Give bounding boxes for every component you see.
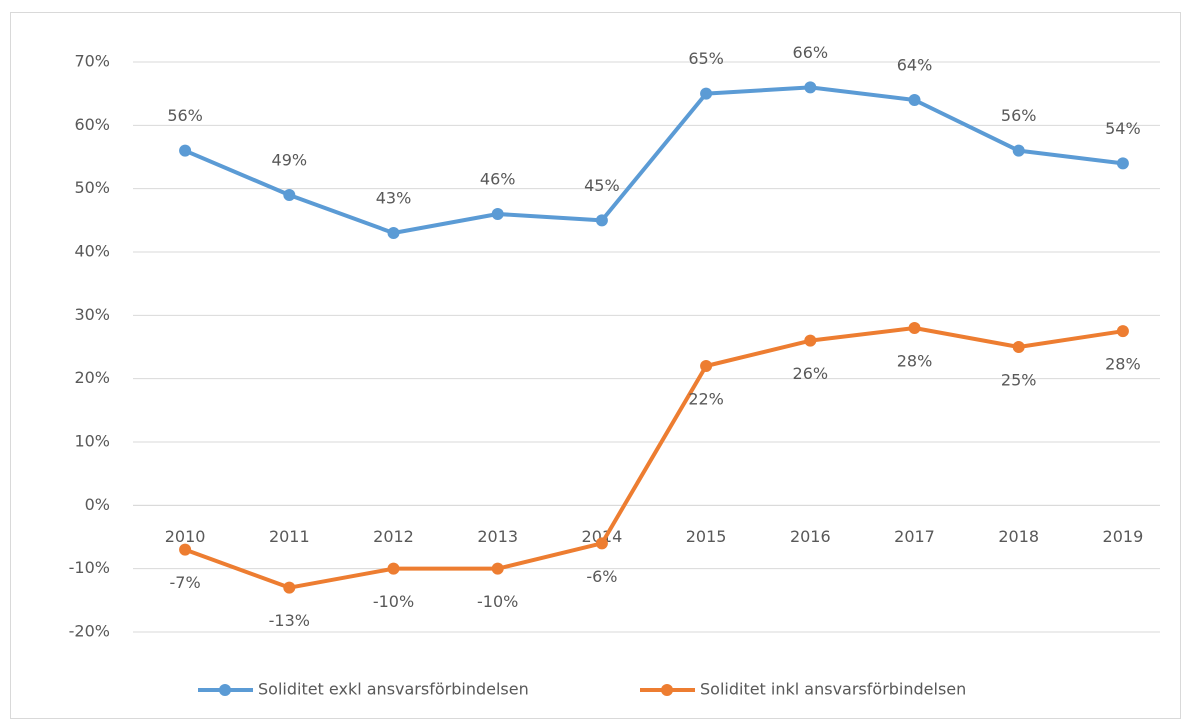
- series-line: [184, 85, 1124, 235]
- x-tick-label: 2014: [582, 527, 623, 546]
- chart-border: [10, 12, 1181, 719]
- data-point: [1116, 325, 1129, 338]
- data-point: [804, 81, 817, 94]
- x-tick-label: 2010: [165, 527, 206, 546]
- data-label: -7%: [170, 573, 201, 592]
- data-point: [908, 322, 921, 334]
- series-line: [184, 326, 1124, 590]
- data-label: 65%: [688, 49, 724, 68]
- y-tick-label: 60%: [74, 115, 110, 134]
- data-point: [179, 543, 192, 556]
- data-point: [491, 562, 504, 575]
- data-label: 26%: [793, 364, 829, 383]
- data-point: [491, 208, 504, 220]
- legend-label: Soliditet exkl ansvarsförbindelsen: [258, 680, 529, 699]
- data-point: [1012, 144, 1025, 157]
- data-point: [700, 360, 713, 372]
- data-label: -13%: [269, 611, 310, 630]
- x-tick-label: 2016: [790, 527, 831, 546]
- legend-label: Soliditet inkl ansvarsförbindelsen: [700, 680, 966, 699]
- legend-marker: [219, 684, 231, 696]
- y-tick-label: 70%: [74, 52, 110, 71]
- data-label: 56%: [167, 106, 203, 125]
- data-label: 49%: [272, 151, 308, 170]
- data-label: 66%: [793, 43, 829, 62]
- data-label: 28%: [897, 352, 933, 371]
- data-label: 64%: [897, 56, 933, 75]
- legend-marker: [661, 684, 673, 696]
- y-tick-label: 30%: [74, 305, 110, 324]
- x-tick-label: 2015: [686, 527, 727, 546]
- data-label: -10%: [477, 592, 518, 611]
- data-point: [908, 94, 921, 106]
- data-label: -10%: [373, 592, 414, 611]
- data-point: [595, 537, 608, 550]
- data-point: [1116, 157, 1129, 170]
- y-tick-label: 50%: [74, 178, 110, 197]
- data-label: 46%: [480, 170, 516, 189]
- data-label: 43%: [376, 189, 412, 208]
- x-tick-label: 2011: [269, 527, 310, 546]
- data-label: 28%: [1105, 355, 1141, 374]
- y-tick-label: 10%: [74, 432, 110, 451]
- y-tick-label: -10%: [69, 558, 110, 577]
- data-point: [283, 581, 296, 594]
- data-point: [283, 189, 296, 201]
- data-point: [387, 227, 400, 239]
- x-tick-label: 2017: [894, 527, 935, 546]
- x-tick-label: 2018: [998, 527, 1039, 546]
- data-label: 45%: [584, 176, 620, 195]
- y-tick-label: 20%: [74, 368, 110, 387]
- data-point: [387, 562, 400, 575]
- x-tick-label: 2013: [477, 527, 518, 546]
- y-tick-label: -20%: [69, 622, 110, 641]
- data-label: -6%: [586, 567, 617, 586]
- data-label: 56%: [1001, 106, 1037, 125]
- data-point: [595, 214, 608, 227]
- y-tick-label: 40%: [74, 242, 110, 261]
- data-label: 54%: [1105, 119, 1141, 138]
- data-point: [804, 334, 817, 347]
- data-point: [1012, 341, 1025, 353]
- y-tick-label: 0%: [85, 495, 110, 514]
- x-tick-label: 2019: [1103, 527, 1144, 546]
- data-point: [700, 87, 713, 100]
- data-point: [179, 144, 192, 157]
- data-label: 22%: [688, 390, 724, 409]
- x-tick-label: 2012: [373, 527, 414, 546]
- data-label: 25%: [1001, 371, 1037, 390]
